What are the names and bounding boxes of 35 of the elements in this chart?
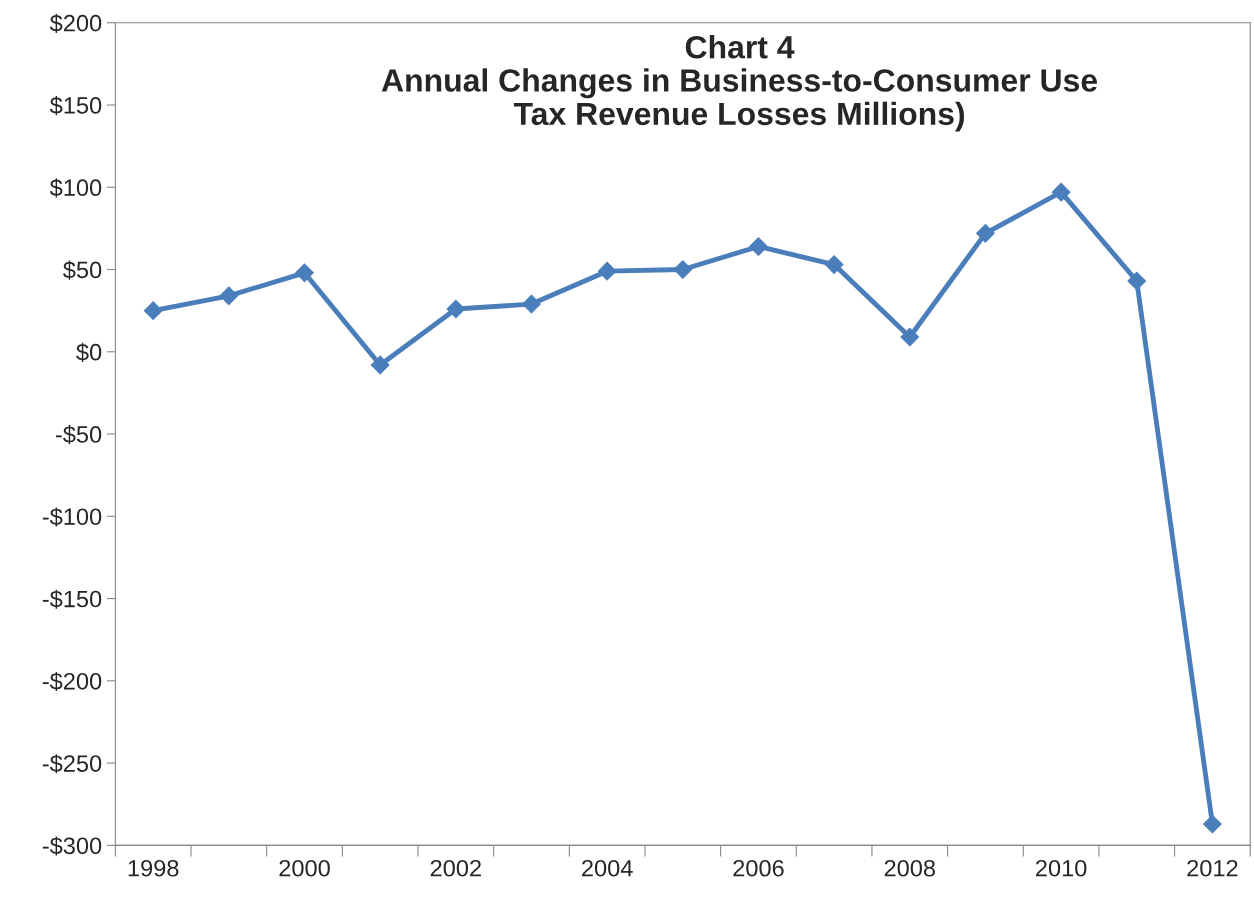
point [522,294,541,314]
y-tick-label: -$200 [42,671,102,692]
point [143,301,163,321]
point [749,237,768,256]
y-tick-label: $200 [49,13,102,33]
point [900,327,920,347]
y-tick-label: $0 [76,342,102,362]
x-tick-label: 2008 [884,859,936,877]
point [295,263,314,283]
y-tick-label: $150 [49,96,102,116]
point [824,255,844,274]
point [673,260,693,279]
point [219,286,239,306]
x-tick-label: 2006 [733,859,784,877]
x-tick-label: 2000 [279,859,330,877]
y-tick-label: -$50 [55,425,102,445]
x-tick-label: 1998 [128,859,179,877]
point [1203,814,1222,834]
y-tick-label: -$100 [42,507,102,527]
x-tick-label: 2010 [1036,859,1087,877]
text: Chart 4 Annual Changes in Business-to-Consumer Use Tax Revenue Losses Millions) [381,35,1098,132]
y-tick-label: -$150 [42,589,102,609]
point [446,299,466,319]
x-tick-label: 2004 [582,859,633,877]
y-tick-label: $100 [49,178,102,198]
y-tick-label: -$250 [42,754,102,774]
point [597,261,617,281]
point [1051,182,1071,202]
x-tick-label: 2002 [430,859,481,877]
y-tick-label: $50 [63,260,102,280]
point [1127,271,1147,291]
point [370,355,390,375]
x-tick-label: 2012 [1187,859,1238,877]
point [976,223,995,243]
y-tick-label: -$300 [42,836,102,856]
